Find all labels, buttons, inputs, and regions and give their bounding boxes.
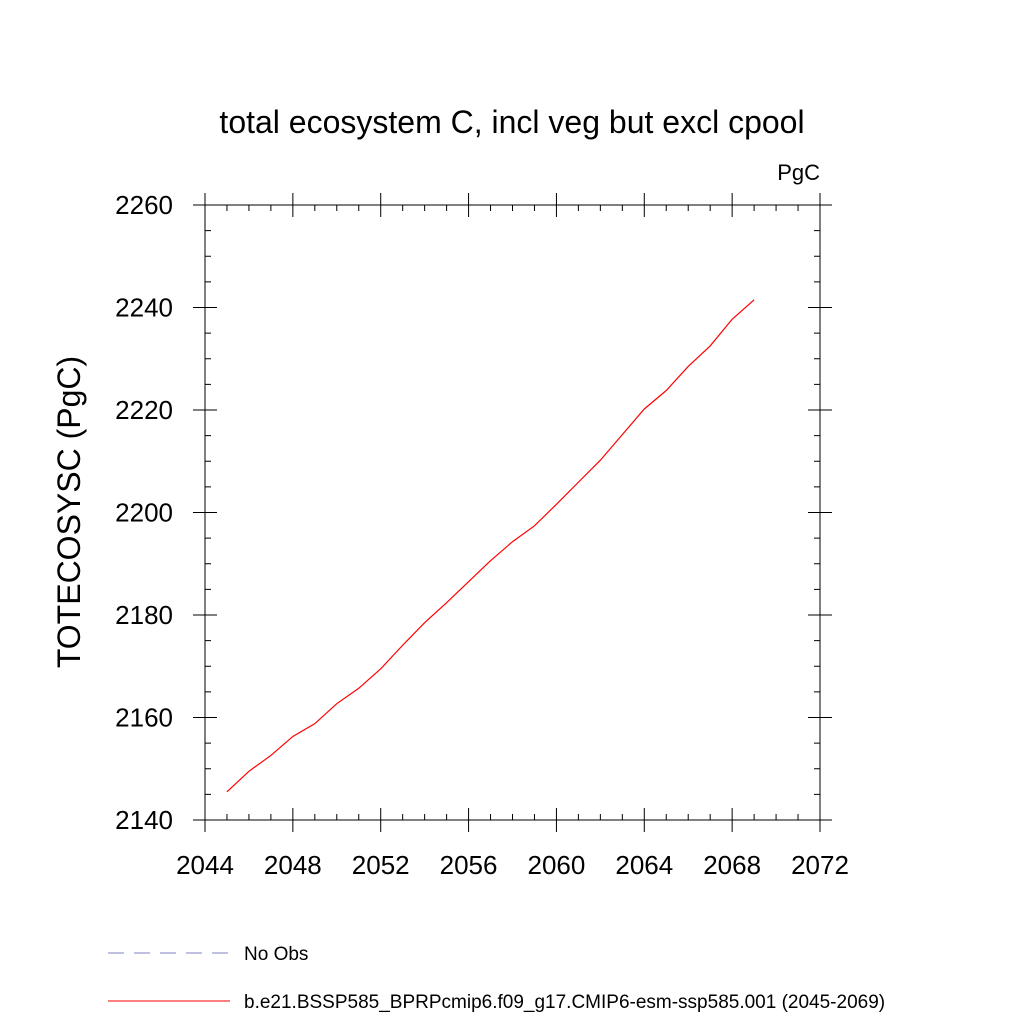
plot-frame bbox=[204, 204, 821, 821]
x-tick-label: 2052 bbox=[352, 850, 410, 880]
y-tick-label: 2140 bbox=[115, 805, 173, 835]
y-tick-label: 2180 bbox=[115, 600, 173, 630]
legend-label: b.e21.BSSP585_BPRPcmip6.f09_g17.CMIP6-es… bbox=[244, 992, 885, 1013]
chart-title: total ecosystem C, incl veg but excl cpo… bbox=[219, 104, 804, 140]
y-tick-label: 2200 bbox=[115, 498, 173, 528]
x-tick-label: 2048 bbox=[264, 850, 322, 880]
y-axis-label: TOTECOSYSC (PgC) bbox=[51, 356, 87, 668]
x-tick-label: 2072 bbox=[791, 850, 849, 880]
x-tick-label: 2056 bbox=[440, 850, 498, 880]
x-tick-label: 2068 bbox=[703, 850, 761, 880]
series-line bbox=[226, 299, 755, 793]
x-tick-label: 2044 bbox=[176, 850, 234, 880]
y-tick-label: 2160 bbox=[115, 703, 173, 733]
y-tick-label: 2240 bbox=[115, 293, 173, 323]
x-tick-label: 2064 bbox=[615, 850, 673, 880]
units-label: PgC bbox=[777, 160, 820, 185]
y-tick-label: 2220 bbox=[115, 395, 173, 425]
plot-area: 2044 2048 2052 2056 2060 2064 2068 2072 2140 2160… bbox=[115, 190, 849, 880]
legend: No Obs b.e21.BSSP585_BPRPcmip6.f09_g17.CM… bbox=[108, 944, 885, 1013]
legend-label: No Obs bbox=[244, 944, 308, 965]
y-tick-label: 2260 bbox=[115, 190, 173, 220]
x-tick-label: 2060 bbox=[528, 850, 586, 880]
